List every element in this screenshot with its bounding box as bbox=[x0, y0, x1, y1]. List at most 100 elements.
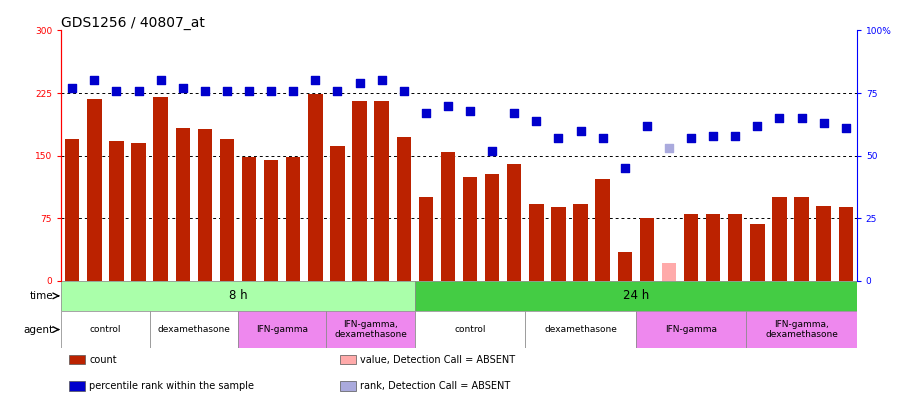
Point bbox=[308, 77, 322, 84]
Bar bbox=[264, 160, 278, 281]
Point bbox=[485, 147, 500, 154]
Bar bbox=[529, 204, 544, 281]
Bar bbox=[242, 158, 256, 281]
Point bbox=[596, 135, 610, 141]
Bar bbox=[308, 94, 322, 281]
Text: rank, Detection Call = ABSENT: rank, Detection Call = ABSENT bbox=[359, 381, 509, 391]
Bar bbox=[415, 281, 857, 311]
Point bbox=[816, 120, 831, 126]
Bar bbox=[374, 101, 389, 281]
Bar bbox=[65, 139, 79, 281]
Point bbox=[795, 115, 809, 122]
Point bbox=[176, 85, 190, 91]
Point bbox=[198, 87, 212, 94]
Bar bbox=[61, 311, 149, 348]
Text: percentile rank within the sample: percentile rank within the sample bbox=[89, 381, 254, 391]
Point bbox=[839, 125, 853, 131]
Text: IFN-gamma,
dexamethasone: IFN-gamma, dexamethasone bbox=[334, 320, 407, 339]
Bar bbox=[198, 129, 212, 281]
Bar bbox=[706, 214, 720, 281]
Bar bbox=[220, 139, 234, 281]
Point bbox=[640, 122, 654, 129]
Point bbox=[65, 85, 79, 91]
Text: dexamethasone: dexamethasone bbox=[158, 325, 230, 334]
Text: IFN-gamma: IFN-gamma bbox=[665, 325, 717, 334]
Point bbox=[418, 110, 433, 116]
Text: 8 h: 8 h bbox=[229, 289, 248, 303]
Bar bbox=[69, 355, 86, 364]
Bar bbox=[839, 207, 853, 281]
Text: control: control bbox=[90, 325, 122, 334]
Bar bbox=[87, 99, 102, 281]
Bar bbox=[463, 177, 477, 281]
Point bbox=[529, 117, 544, 124]
Point bbox=[573, 128, 588, 134]
Point bbox=[397, 87, 411, 94]
Text: 24 h: 24 h bbox=[623, 289, 649, 303]
Bar bbox=[816, 206, 831, 281]
Point bbox=[662, 145, 676, 151]
Bar bbox=[485, 174, 500, 281]
Text: control: control bbox=[454, 325, 486, 334]
Point bbox=[87, 77, 102, 84]
Point bbox=[220, 87, 234, 94]
Bar bbox=[640, 218, 654, 281]
Bar bbox=[415, 311, 526, 348]
Bar bbox=[109, 141, 123, 281]
Text: agent: agent bbox=[23, 324, 53, 335]
Bar bbox=[507, 164, 521, 281]
Bar bbox=[418, 198, 433, 281]
Bar bbox=[746, 311, 857, 348]
Bar bbox=[596, 179, 610, 281]
Point bbox=[109, 87, 123, 94]
Bar bbox=[552, 207, 565, 281]
Point bbox=[352, 80, 367, 86]
Bar bbox=[330, 146, 345, 281]
Point bbox=[772, 115, 787, 122]
Bar bbox=[635, 311, 746, 348]
Point bbox=[551, 135, 565, 141]
Point bbox=[131, 87, 146, 94]
Bar bbox=[662, 262, 676, 281]
Bar bbox=[131, 143, 146, 281]
Bar bbox=[573, 204, 588, 281]
Point bbox=[153, 77, 167, 84]
Text: GDS1256 / 40807_at: GDS1256 / 40807_at bbox=[61, 16, 205, 30]
Bar bbox=[339, 355, 356, 364]
Text: value, Detection Call = ABSENT: value, Detection Call = ABSENT bbox=[359, 354, 515, 364]
Point bbox=[750, 122, 764, 129]
Bar bbox=[327, 311, 415, 348]
Bar bbox=[149, 311, 238, 348]
Point bbox=[441, 102, 455, 109]
Point bbox=[330, 87, 345, 94]
Bar bbox=[286, 158, 301, 281]
Bar bbox=[617, 252, 632, 281]
Text: IFN-gamma,
dexamethasone: IFN-gamma, dexamethasone bbox=[765, 320, 838, 339]
Bar bbox=[728, 214, 742, 281]
Bar bbox=[339, 382, 356, 391]
Text: time: time bbox=[30, 291, 53, 301]
Point bbox=[684, 135, 698, 141]
Point bbox=[617, 165, 632, 171]
Point bbox=[242, 87, 256, 94]
Bar bbox=[526, 311, 635, 348]
Bar bbox=[397, 137, 411, 281]
Bar bbox=[69, 382, 86, 391]
Bar bbox=[772, 198, 787, 281]
Bar bbox=[441, 151, 455, 281]
Bar bbox=[353, 101, 366, 281]
Bar bbox=[795, 198, 809, 281]
Point bbox=[374, 77, 389, 84]
Bar bbox=[238, 311, 327, 348]
Point bbox=[264, 87, 278, 94]
Bar bbox=[61, 281, 415, 311]
Bar bbox=[751, 224, 764, 281]
Point bbox=[706, 132, 720, 139]
Text: IFN-gamma: IFN-gamma bbox=[256, 325, 308, 334]
Point bbox=[507, 110, 521, 116]
Point bbox=[286, 87, 301, 94]
Point bbox=[728, 132, 742, 139]
Bar bbox=[684, 214, 698, 281]
Bar bbox=[176, 128, 190, 281]
Point bbox=[463, 107, 477, 114]
